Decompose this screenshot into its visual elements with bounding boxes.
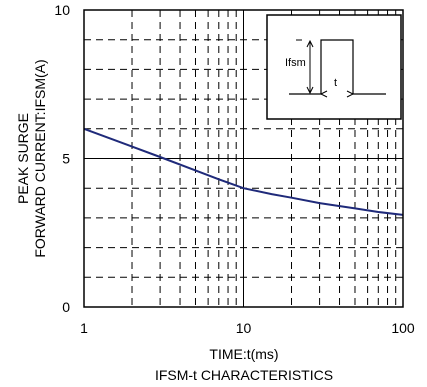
inset-frame [266,14,402,120]
series-line [83,127,404,216]
x-axis-label: TIME:t(ms) [209,346,278,362]
inset-ifsm-label: Ifsm [285,57,306,69]
tick-labels: 1 10 100 0 5 10 [54,2,414,336]
x-tick-label: 10 [236,320,252,336]
inset-pulse-waveform [289,39,386,95]
x-tick-label: 100 [391,320,415,336]
y-tick-label: 5 [62,151,70,167]
y-tick-label: 0 [62,299,70,315]
inset-t-label: t [334,77,337,89]
x-tick-label: 1 [80,320,88,336]
plot-frame [83,9,404,308]
inset-t-arrow [319,90,355,98]
series-layer [83,127,404,216]
chart-caption: IFSM-t CHARACTERISTICS [155,367,333,383]
y-axis-label-line1: PEAK SURGE [15,113,31,204]
y-axis-label-line2: FORWARD CURRENT:IFSM(A) [32,59,48,257]
inset-ifsm-arrow [306,39,314,95]
y-tick-label: 10 [54,2,70,18]
pulse-inset: Ifsm t [266,14,402,120]
